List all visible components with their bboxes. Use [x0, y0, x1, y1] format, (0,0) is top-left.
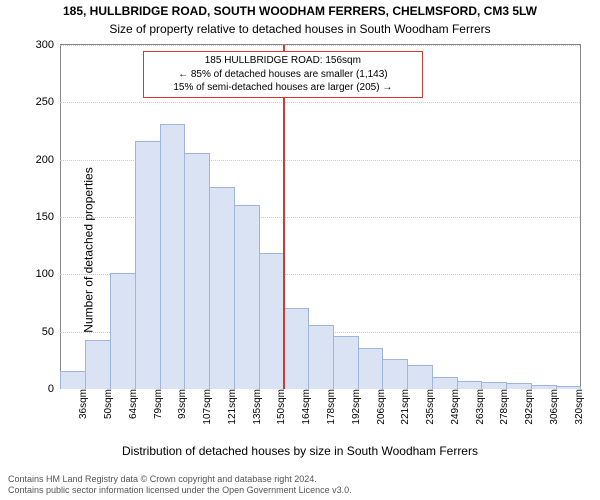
x-tick-label: 192sqm	[347, 389, 362, 443]
annotation-box: 185 HULLBRIDGE ROAD: 156sqm← 85% of deta…	[143, 51, 423, 98]
x-tick-label: 150sqm	[272, 389, 287, 443]
y-tick-label: 200	[36, 154, 60, 166]
footer-line: Contains public sector information licen…	[8, 485, 352, 496]
x-tick-label: 263sqm	[471, 389, 486, 443]
histogram-bar	[110, 273, 136, 389]
footer-line: Contains HM Land Registry data © Crown c…	[8, 474, 352, 485]
x-tick-label: 107sqm	[198, 389, 213, 443]
gridline	[60, 45, 580, 46]
histogram-bar	[308, 325, 334, 389]
histogram-bar	[432, 377, 458, 389]
x-tick-label: 178sqm	[322, 389, 337, 443]
y-tick-label: 150	[36, 211, 60, 223]
histogram-bar	[85, 340, 111, 389]
x-tick-label: 164sqm	[297, 389, 312, 443]
x-tick-label: 292sqm	[520, 389, 535, 443]
x-tick-label: 121sqm	[223, 389, 238, 443]
x-tick-label: 135sqm	[248, 389, 263, 443]
histogram-bar	[407, 365, 433, 389]
x-axis-label: Distribution of detached houses by size …	[0, 444, 600, 458]
y-tick-label: 100	[36, 268, 60, 280]
x-tick-label: 221sqm	[396, 389, 411, 443]
x-tick-label: 93sqm	[173, 389, 188, 443]
x-tick-label: 235sqm	[421, 389, 436, 443]
y-tick-label: 250	[36, 96, 60, 108]
histogram-bar	[60, 371, 86, 389]
histogram-bar	[358, 348, 384, 389]
y-tick-label: 0	[48, 383, 60, 395]
histogram-bar	[382, 359, 408, 389]
chart-frame: 185, HULLBRIDGE ROAD, SOUTH WOODHAM FERR…	[0, 0, 600, 500]
x-tick-label: 206sqm	[372, 389, 387, 443]
annotation-line: 15% of semi-detached houses are larger (…	[150, 81, 416, 95]
x-tick-label: 249sqm	[446, 389, 461, 443]
x-tick-label: 79sqm	[149, 389, 164, 443]
gridline	[60, 102, 580, 103]
y-tick-label: 300	[36, 39, 60, 51]
histogram-bar	[160, 124, 186, 389]
histogram-bar	[135, 141, 161, 389]
histogram-bar	[283, 308, 309, 389]
chart-title-sub: Size of property relative to detached ho…	[0, 22, 600, 36]
plot-area: 05010015020025030036sqm50sqm64sqm79sqm93…	[60, 44, 581, 389]
annotation-line: ← 85% of detached houses are smaller (1,…	[150, 68, 416, 82]
histogram-bar	[234, 205, 260, 389]
x-tick-label: 36sqm	[74, 389, 89, 443]
histogram-bar	[259, 253, 285, 389]
histogram-bar	[333, 336, 359, 389]
x-tick-label: 64sqm	[124, 389, 139, 443]
x-tick-label: 50sqm	[99, 389, 114, 443]
x-tick-label: 320sqm	[570, 389, 585, 443]
histogram-bar	[209, 187, 235, 389]
histogram-bar	[184, 153, 210, 389]
footer-attribution: Contains HM Land Registry data © Crown c…	[8, 474, 352, 497]
x-tick-label: 278sqm	[495, 389, 510, 443]
annotation-line: 185 HULLBRIDGE ROAD: 156sqm	[150, 54, 416, 68]
histogram-bar	[481, 382, 507, 389]
chart-title-main: 185, HULLBRIDGE ROAD, SOUTH WOODHAM FERR…	[0, 4, 600, 18]
histogram-bar	[457, 381, 483, 389]
x-tick-label: 306sqm	[545, 389, 560, 443]
y-tick-label: 50	[42, 326, 60, 338]
